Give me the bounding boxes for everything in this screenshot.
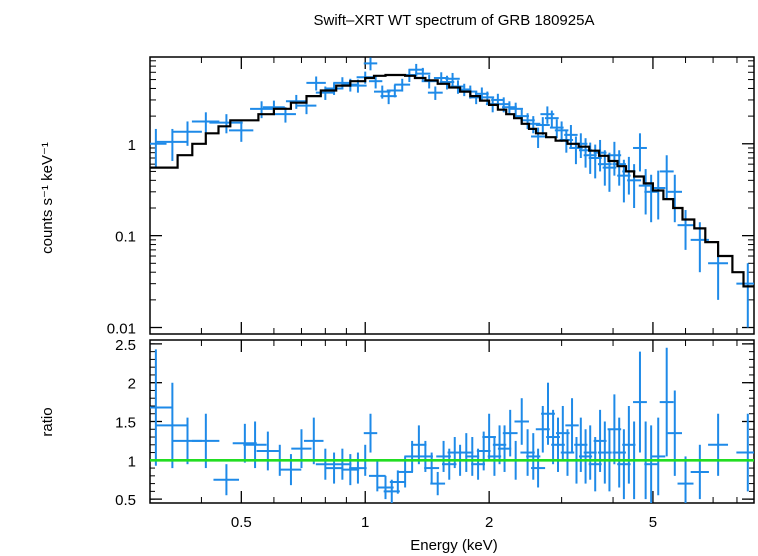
- spectrum-frame: [149, 56, 755, 335]
- y-tick-label: 2: [128, 376, 136, 393]
- y-tick-label: 1: [128, 453, 136, 470]
- model-step-line: [150, 73, 754, 288]
- ratio-frame: [149, 339, 755, 504]
- spectrum-panel: 0.01 0.1 1: [107, 56, 755, 338]
- y-tick-label: 0.01: [107, 321, 136, 338]
- y-tick-label: 0.1: [115, 229, 136, 246]
- x-tick-label: 2: [485, 514, 493, 531]
- x-tick-label: 1: [361, 514, 369, 531]
- y-tick-label: 0.5: [115, 492, 136, 509]
- x-axis-label: Energy (keV): [410, 537, 498, 554]
- y-tick-label: 2.5: [115, 337, 136, 354]
- y-axis-label-spectrum: counts s⁻¹ keV⁻¹: [39, 142, 56, 254]
- y-tick-label: 1: [128, 137, 136, 154]
- x-tick-label: 5: [649, 514, 657, 531]
- ratio-panel: 0.5 1 2 5 0.5 1 1.5 2 2.5: [115, 337, 755, 531]
- x-tick-label: 0.5: [231, 514, 252, 531]
- chart-title: Swift–XRT WT spectrum of GRB 180925A: [314, 12, 595, 29]
- y-tick-label: 1.5: [115, 415, 136, 432]
- y-axis-label-ratio: ratio: [39, 407, 56, 436]
